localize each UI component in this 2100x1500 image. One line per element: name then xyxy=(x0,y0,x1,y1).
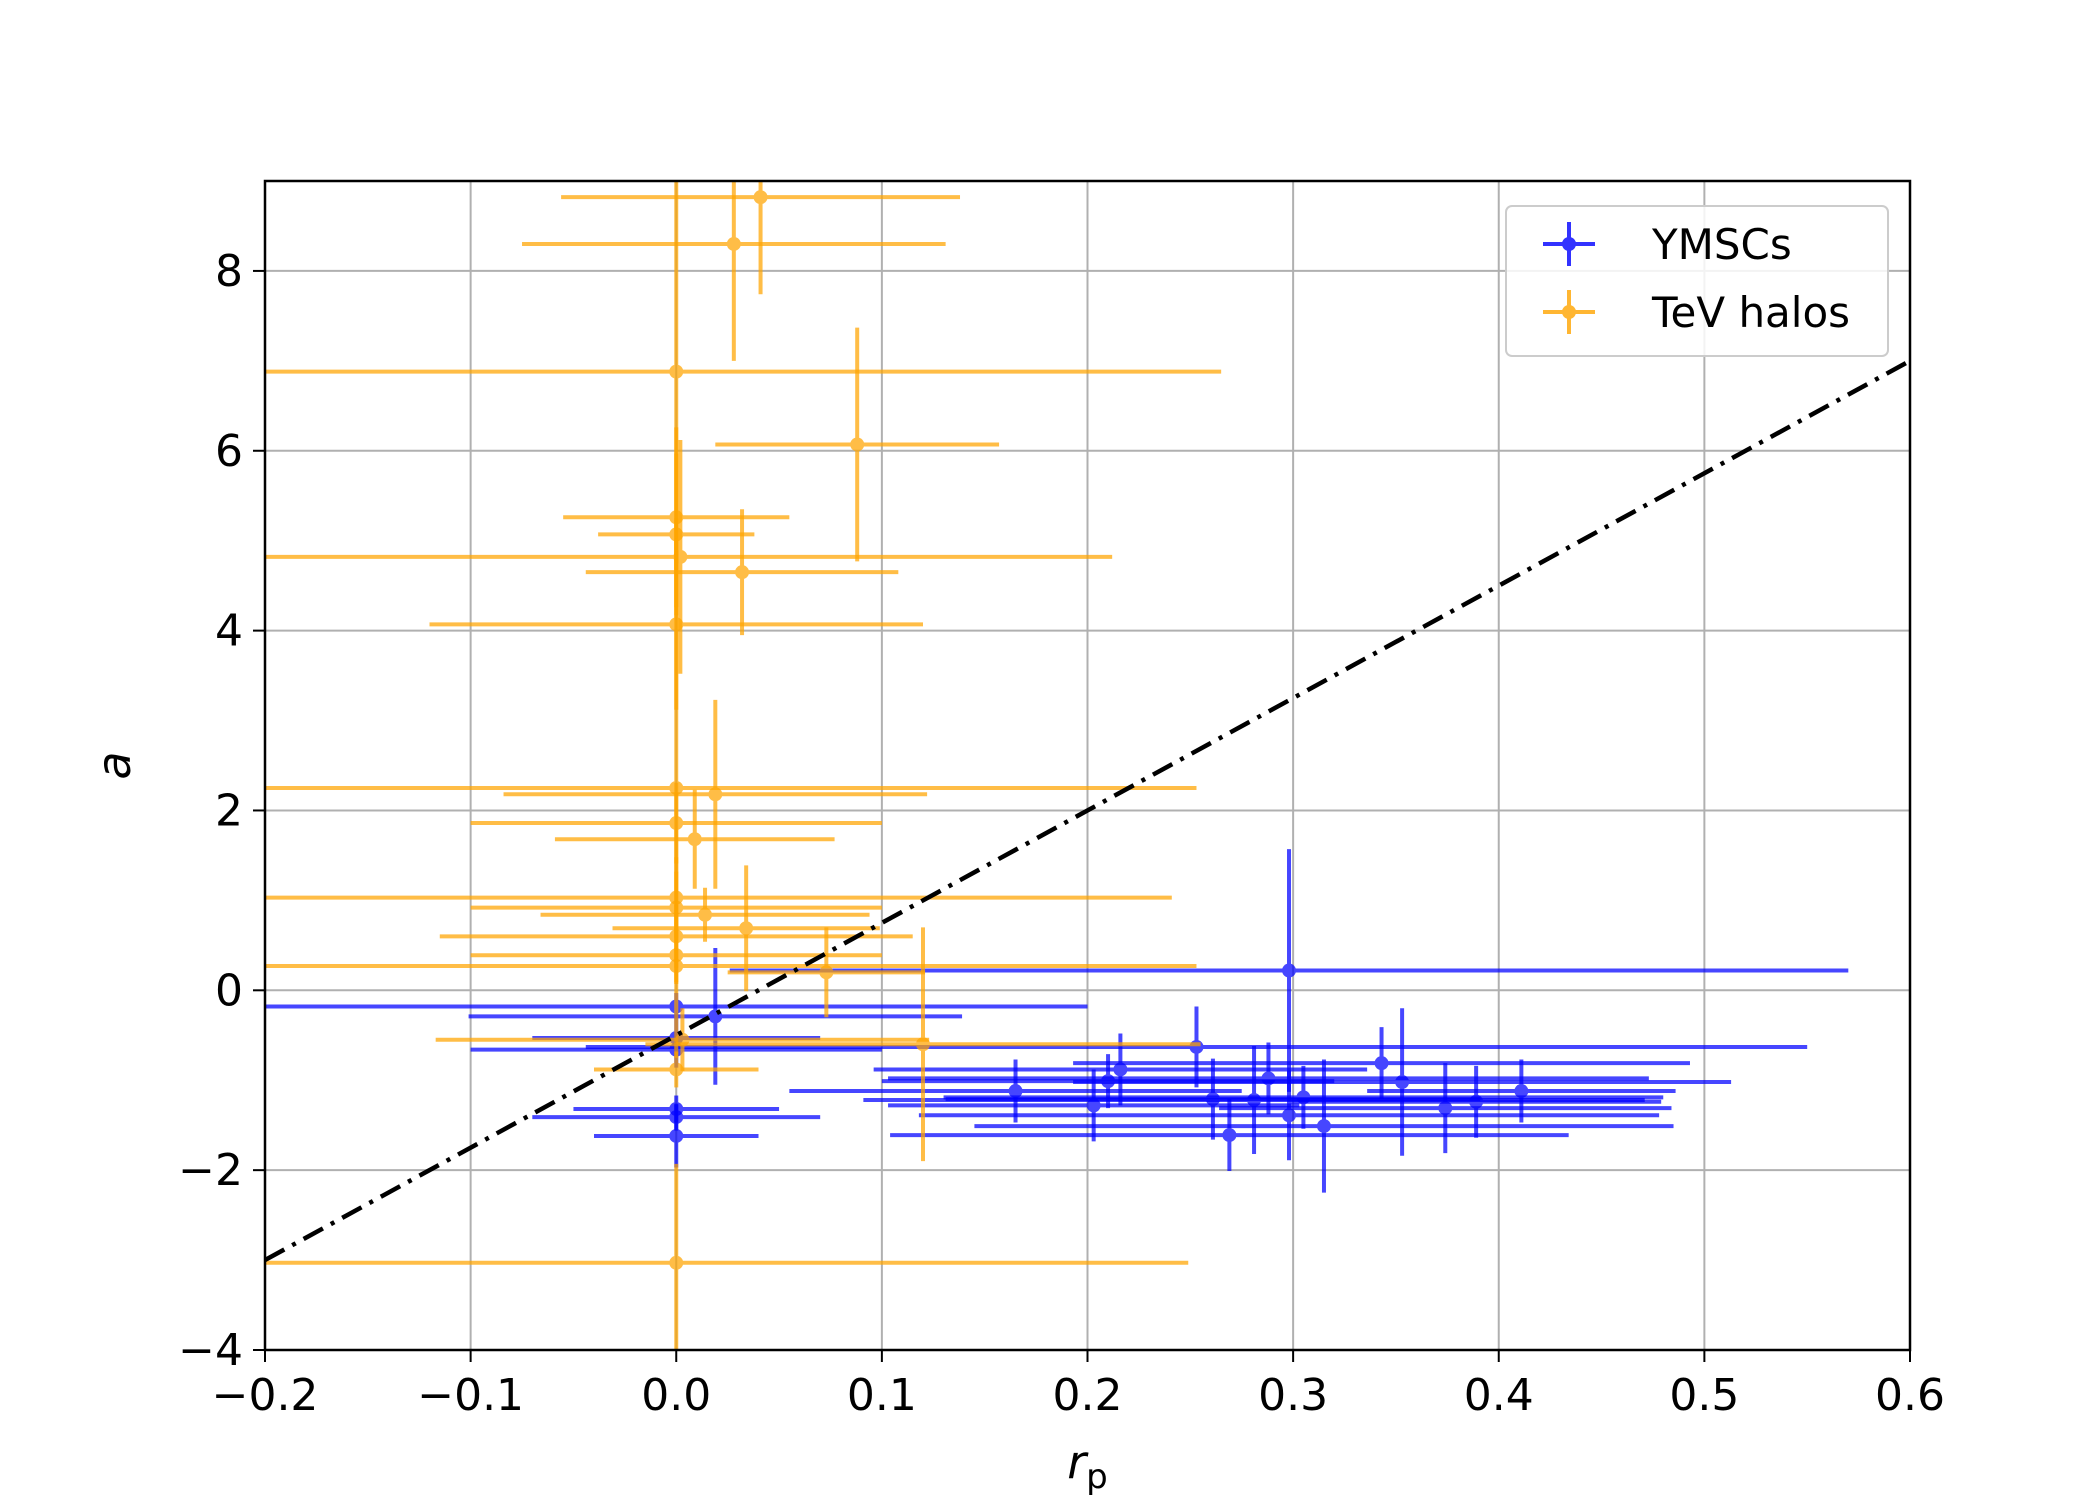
x-tick-label: 0.1 xyxy=(847,1370,917,1421)
legend-item xyxy=(1543,290,1595,334)
data-point xyxy=(540,887,870,942)
point-marker xyxy=(850,437,865,452)
y-tick-label: 2 xyxy=(215,785,243,836)
x-axis-label-subscript: p xyxy=(1086,1457,1108,1497)
point-marker xyxy=(698,907,713,922)
data-point xyxy=(789,1059,1242,1123)
point-marker xyxy=(1282,963,1297,978)
point-marker xyxy=(675,1032,690,1047)
point-marker xyxy=(735,565,750,580)
y-tick-label: −4 xyxy=(178,1325,243,1376)
data-point xyxy=(715,327,1000,562)
y-axis-label: a xyxy=(87,751,141,779)
point-marker xyxy=(1514,1084,1529,1099)
legend-box xyxy=(1505,205,1889,357)
data-point xyxy=(945,1058,1481,1140)
x-tick-label: 0.5 xyxy=(1669,1370,1739,1421)
y-tick-label: 0 xyxy=(215,965,243,1016)
point-marker xyxy=(669,1255,684,1270)
data-point xyxy=(881,1054,1335,1109)
x-tick-label: 0.4 xyxy=(1464,1370,1534,1421)
data-point xyxy=(727,927,926,1018)
y-tick-label: 8 xyxy=(215,246,243,297)
data-point xyxy=(594,1104,759,1168)
reference-line xyxy=(265,358,1910,1263)
data-point xyxy=(612,865,880,992)
point-marker xyxy=(669,816,684,831)
x-tick-label: −0.2 xyxy=(212,1370,319,1421)
series-tev-halos xyxy=(265,181,1222,1350)
data-point xyxy=(265,1163,1189,1350)
data-point xyxy=(265,948,1197,985)
point-marker xyxy=(1113,1062,1128,1077)
data-point xyxy=(561,181,961,295)
point-marker xyxy=(1316,1119,1331,1134)
data-point xyxy=(594,1051,759,1088)
x-tick-label: 0.6 xyxy=(1875,1370,1945,1421)
data-point xyxy=(585,509,899,636)
legend: YMSCs TeV halos xyxy=(1505,205,1889,357)
x-axis-label: rp xyxy=(1067,1435,1108,1497)
point-marker xyxy=(1189,1039,1204,1054)
legend-marker-icon xyxy=(1562,305,1576,319)
data-point xyxy=(503,699,928,889)
point-marker xyxy=(1374,1056,1389,1071)
x-tick-label: −0.1 xyxy=(417,1370,524,1421)
data-point xyxy=(470,782,882,864)
x-axis-label-main: r xyxy=(1067,1435,1089,1489)
point-marker xyxy=(708,787,723,802)
point-marker xyxy=(669,1128,684,1143)
point-marker xyxy=(669,1062,684,1077)
data-point xyxy=(890,1099,1569,1172)
point-marker xyxy=(726,236,741,251)
data-point xyxy=(888,1069,1300,1142)
point-marker xyxy=(819,965,834,980)
point-marker xyxy=(1261,1071,1276,1086)
point-marker xyxy=(1205,1092,1220,1107)
point-marker xyxy=(739,921,754,936)
point-marker xyxy=(1101,1074,1116,1089)
data-point xyxy=(918,1070,1660,1161)
point-marker xyxy=(669,959,684,974)
plot-area xyxy=(265,181,1910,1350)
y-tick-label: 6 xyxy=(215,426,243,477)
series-ymscs xyxy=(265,849,1849,1193)
axis-ticks: −0.2 −0.1 0.0 0.1 0.2 0.3 0.4 0.5 0.6 −4 −2 0 2 4 6 8 xyxy=(178,246,1945,1421)
point-marker xyxy=(669,364,684,379)
y-tick-label: −2 xyxy=(178,1145,243,1196)
point-marker xyxy=(1438,1101,1453,1116)
point-marker xyxy=(753,190,768,205)
data-point xyxy=(554,789,835,889)
y-tick-label: 4 xyxy=(215,606,243,657)
legend-marker-icon xyxy=(1562,237,1576,251)
data-point xyxy=(435,1008,930,1072)
data-point xyxy=(468,948,963,1085)
point-marker xyxy=(1222,1128,1237,1143)
point-marker xyxy=(687,832,702,847)
legend-label: YMSCs xyxy=(1651,220,1792,269)
point-marker xyxy=(1086,1098,1101,1113)
x-tick-label: 0.0 xyxy=(641,1370,711,1421)
x-tick-label: 0.2 xyxy=(1053,1370,1123,1421)
point-marker xyxy=(1282,1108,1297,1123)
x-tick-label: 0.3 xyxy=(1258,1370,1328,1421)
point-marker xyxy=(1008,1084,1023,1099)
legend-item xyxy=(1543,222,1595,266)
data-point xyxy=(522,181,946,361)
legend-label: TeV halos xyxy=(1651,288,1850,337)
data-point xyxy=(1073,1027,1690,1100)
data-point xyxy=(1367,1059,1676,1123)
